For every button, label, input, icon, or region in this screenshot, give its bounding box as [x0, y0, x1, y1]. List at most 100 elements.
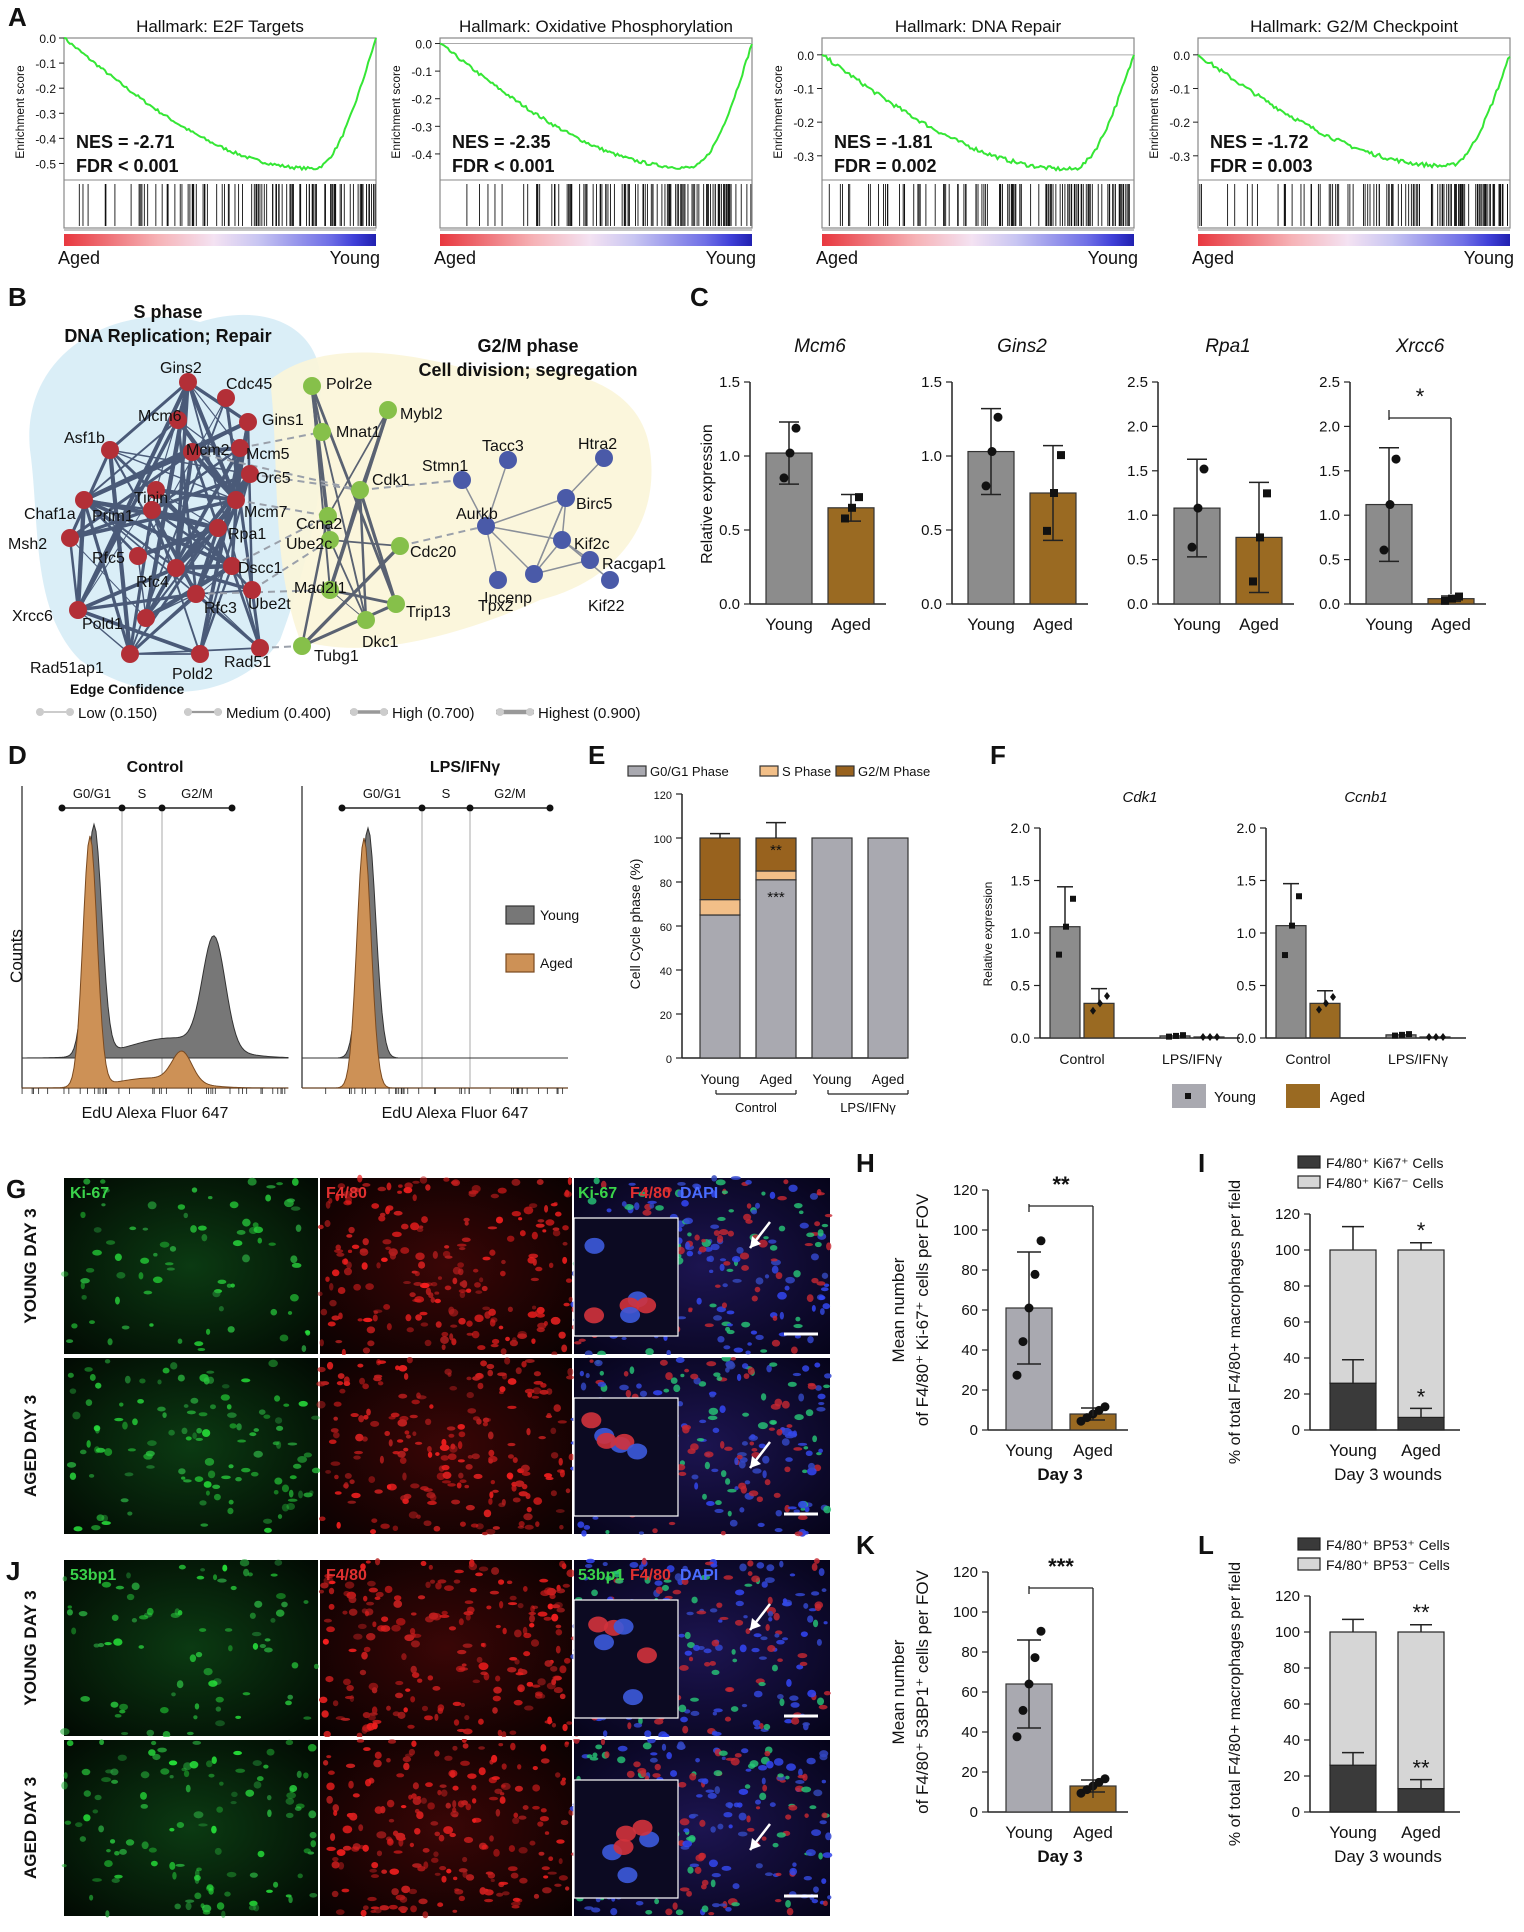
gsea-tick-label: -0.1: [1169, 82, 1190, 96]
cell: [696, 1297, 702, 1305]
cell: [169, 1861, 176, 1870]
cell: [116, 1272, 126, 1279]
cell: [478, 1566, 489, 1572]
cell: [436, 1472, 446, 1481]
y-tick-label: 60: [1283, 1696, 1300, 1713]
cell: [400, 1804, 407, 1809]
cell: [326, 1846, 336, 1852]
group-label: Young: [967, 615, 1015, 634]
cell: [818, 1401, 825, 1406]
cell: [359, 1377, 366, 1385]
cell: [201, 1233, 208, 1242]
cell: [89, 1320, 95, 1324]
y-tick-label: 2.0: [1237, 820, 1257, 836]
cell: [707, 1415, 718, 1421]
cell: [435, 1582, 442, 1590]
cell: [408, 1748, 416, 1756]
inset-cell: [593, 1634, 614, 1651]
gsea-tick-label: -0.5: [35, 157, 56, 171]
cell: [649, 1757, 658, 1763]
cell: [416, 1811, 424, 1820]
cell: [551, 1613, 559, 1622]
cell: [552, 1227, 560, 1231]
cell: [403, 1762, 410, 1771]
cell: [686, 1250, 694, 1257]
cell: [553, 1201, 558, 1206]
cell: [425, 1581, 431, 1589]
cell: [356, 1732, 363, 1739]
cell: [748, 1490, 759, 1497]
bar-g0g1: [867, 837, 909, 1059]
data-point: [1323, 999, 1329, 1008]
cell: [472, 1679, 481, 1684]
cell: [395, 1832, 406, 1840]
legend-label: G0/G1 Phase: [650, 764, 729, 779]
cell: [680, 1716, 688, 1723]
cell: [420, 1560, 427, 1567]
cell: [684, 1241, 690, 1250]
cell: [758, 1443, 766, 1449]
cell: [289, 1294, 299, 1302]
panel-label-K: K: [856, 1530, 875, 1560]
cell: [457, 1800, 465, 1808]
legend-swatch: [759, 765, 779, 777]
cell: [813, 1886, 819, 1893]
cell: [434, 1831, 441, 1837]
cell: [208, 1887, 214, 1895]
cell: [348, 1226, 355, 1234]
data-point: [1018, 1337, 1028, 1347]
cell: [401, 1223, 409, 1230]
bar-positive: [1329, 1764, 1377, 1813]
cell: [253, 1428, 260, 1432]
cell: [317, 1291, 323, 1297]
cell: [227, 1507, 234, 1515]
ylabel-line2: of F4/80⁺ Ki-67⁺ cells per FOV: [913, 1193, 932, 1426]
cell: [200, 1568, 206, 1572]
cell: [386, 1182, 392, 1191]
data-point: [1173, 1032, 1179, 1039]
cell: [295, 1224, 302, 1232]
cell: [559, 1524, 564, 1530]
cell: [808, 1608, 817, 1612]
cell: [812, 1619, 819, 1628]
gsea-plot: Hallmark: E2F Targets0.0-0.1-0.2-0.3-0.4…: [13, 17, 380, 268]
cell: [823, 1505, 832, 1514]
panel-label-B: B: [8, 282, 27, 312]
cell: [544, 1205, 549, 1213]
cell: [447, 1453, 457, 1461]
network-node-label: Pold2: [172, 666, 213, 683]
cell: [228, 1645, 233, 1652]
cell: [635, 1901, 644, 1906]
cell: [652, 1528, 658, 1534]
cell: [291, 1262, 302, 1268]
cell: [152, 1753, 161, 1761]
gsea-tick-label: -0.2: [1169, 116, 1190, 130]
cell: [638, 1191, 647, 1197]
network-node: [137, 609, 155, 627]
cell: [500, 1348, 507, 1355]
cell: [91, 1524, 101, 1531]
cell: [741, 1703, 748, 1708]
y-tick-label: 0.0: [1127, 596, 1148, 613]
cell: [373, 1908, 382, 1914]
cell: [183, 1770, 190, 1778]
cell: [753, 1725, 761, 1730]
network-edge: [533, 497, 567, 575]
cell: [589, 1756, 599, 1761]
cell: [270, 1573, 278, 1577]
cell: [554, 1211, 562, 1217]
cell: [495, 1624, 501, 1629]
network-edge: [75, 499, 87, 611]
cell: [242, 1692, 251, 1696]
cell: [732, 1883, 740, 1890]
cell: [751, 1647, 760, 1653]
row-label: YOUNG DAY 3: [21, 1590, 40, 1705]
arrow-head: [750, 1618, 761, 1630]
data-point: [785, 448, 795, 458]
cell: [453, 1579, 461, 1584]
network-node-label: Rad51ap1: [30, 660, 104, 677]
y-tick-label: 0: [1292, 1422, 1300, 1439]
cell: [519, 1877, 528, 1884]
cell: [679, 1818, 690, 1826]
cell: [550, 1452, 559, 1459]
